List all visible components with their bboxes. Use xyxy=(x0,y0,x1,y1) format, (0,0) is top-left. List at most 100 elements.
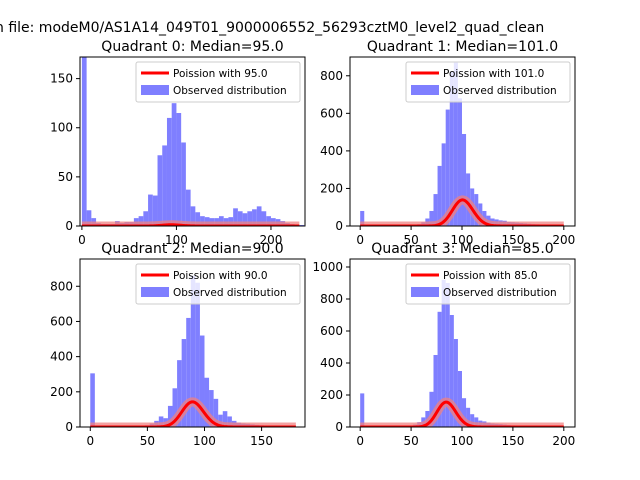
hist-bar xyxy=(181,142,186,226)
legend-label-observed: Observed distribution xyxy=(443,85,557,97)
hist-bar xyxy=(162,145,167,226)
x-tick-label: 100 xyxy=(451,434,474,448)
y-tick-label: 0 xyxy=(65,219,73,233)
subplots: 0 100 200 0 50 100 150 Poission with 95.0 Observ… xyxy=(50,39,576,448)
hist-bar xyxy=(461,398,467,427)
axes-frame xyxy=(79,258,306,428)
hist-bar xyxy=(457,98,462,226)
x-tick-label: 50 xyxy=(140,434,155,448)
legend-label-poisson: Poission with 101.0 xyxy=(443,68,544,80)
hist-bar xyxy=(143,211,149,226)
plot-area xyxy=(86,275,300,427)
figure-suptitle: n file: modeM0/AS1A14_049T01_9000006552_… xyxy=(0,20,544,36)
hist-bar xyxy=(256,206,262,226)
hist-bar xyxy=(190,275,196,427)
subplot-quadrant-1: 0 50 100 150 200 0 200 400 600 800 Poission with 1… xyxy=(320,39,576,247)
hist-bar xyxy=(157,155,163,226)
hist-bar xyxy=(360,210,365,226)
hist-bar xyxy=(218,414,223,427)
subplot-quadrant-0: 0 100 200 0 50 100 150 Poission with 95.0 Observ… xyxy=(50,39,306,247)
legend-swatch-observed xyxy=(411,85,439,95)
hist-bar xyxy=(158,416,164,427)
y-tick-label: 50 xyxy=(58,170,73,184)
poisson-curve xyxy=(359,400,565,427)
y-tick-label: 400 xyxy=(320,144,343,158)
legend-label-poisson: Poission with 95.0 xyxy=(173,68,268,80)
y-tick-label: 600 xyxy=(320,106,343,120)
x-tick-label: 0 xyxy=(78,233,86,247)
x-tick-label: 150 xyxy=(250,434,273,448)
hist-bar xyxy=(138,216,144,226)
hist-bar xyxy=(233,208,238,226)
x-tick-label: 50 xyxy=(403,233,418,247)
hist-bar xyxy=(441,143,446,226)
hist-bar xyxy=(242,213,248,226)
x-tick-label: 0 xyxy=(86,434,94,448)
hist-bar xyxy=(172,388,178,427)
hist-bar xyxy=(81,57,87,226)
x-tick-label: 100 xyxy=(193,434,216,448)
hist-bar xyxy=(186,317,191,427)
hist-bar xyxy=(445,283,450,427)
legend-swatch-observed xyxy=(141,85,169,95)
legend-swatch-observed xyxy=(141,287,169,297)
hist-bar xyxy=(429,391,434,427)
hist-bar xyxy=(167,405,173,427)
hist-bar xyxy=(360,393,365,427)
hist-bar xyxy=(470,414,475,427)
hist-bar xyxy=(437,165,442,226)
axes-frame xyxy=(349,258,576,428)
legend-label-poisson: Poission with 85.0 xyxy=(443,270,538,282)
hist-bar xyxy=(166,117,172,226)
hist-bar xyxy=(449,72,454,226)
legend-box xyxy=(405,263,571,305)
y-tick-label: 800 xyxy=(50,279,73,293)
x-tick-label: 0 xyxy=(356,233,364,247)
hist-bar xyxy=(237,211,243,226)
subplot-title: Quadrant 0: Median=95.0 xyxy=(101,39,283,55)
legend-box xyxy=(405,61,571,103)
y-tick-label: 0 xyxy=(335,219,343,233)
x-tick-label: 150 xyxy=(501,233,524,247)
poisson-curve xyxy=(89,400,297,427)
y-tick-label: 800 xyxy=(320,69,343,83)
hist-bar xyxy=(199,335,205,427)
legend-label-observed: Observed distribution xyxy=(443,287,557,299)
y-tick-label: 400 xyxy=(320,356,343,370)
hist-bar xyxy=(227,416,232,427)
y-tick-label: 800 xyxy=(320,292,343,306)
hist-bar xyxy=(204,377,210,427)
hist-bar xyxy=(449,315,454,427)
x-tick-label: 100 xyxy=(451,233,474,247)
hist-bar xyxy=(433,355,438,427)
subplot-quadrant-2: 0 50 100 150 0 200 400 600 800 Poission with 90.0… xyxy=(50,241,306,448)
y-tick-label: 1000 xyxy=(312,260,343,274)
legend-box xyxy=(135,263,301,305)
hist-bar xyxy=(453,62,458,226)
hist-bar xyxy=(441,279,446,427)
hist-bar xyxy=(213,398,219,427)
plot-area xyxy=(356,62,568,226)
hist-bar xyxy=(200,216,205,226)
hist-bar xyxy=(195,212,201,226)
hist-bar xyxy=(433,194,438,226)
y-tick-label: 200 xyxy=(320,181,343,195)
subplot-title: Quadrant 1: Median=101.0 xyxy=(367,39,558,55)
legend-label-poisson: Poission with 90.0 xyxy=(173,270,268,282)
hist-bar xyxy=(218,216,224,226)
legend-swatch-observed xyxy=(411,287,439,297)
x-tick-label: 150 xyxy=(501,434,524,448)
axes-frame xyxy=(349,56,576,227)
y-tick-label: 600 xyxy=(50,314,73,328)
y-tick-label: 100 xyxy=(50,121,73,135)
subplot-title: Quadrant 3: Median=85.0 xyxy=(371,241,553,257)
y-tick-label: 200 xyxy=(320,388,343,402)
y-tick-label: 150 xyxy=(50,72,73,86)
x-tick-label: 200 xyxy=(552,233,575,247)
subplot-quadrant-3: 0 50 100 150 200 0 200 400 600 800 1000 Poission wi… xyxy=(312,241,576,448)
y-tick-label: 600 xyxy=(320,324,343,338)
y-tick-label: 200 xyxy=(50,385,73,399)
hist-bar xyxy=(474,417,479,427)
hist-bar xyxy=(457,371,462,427)
